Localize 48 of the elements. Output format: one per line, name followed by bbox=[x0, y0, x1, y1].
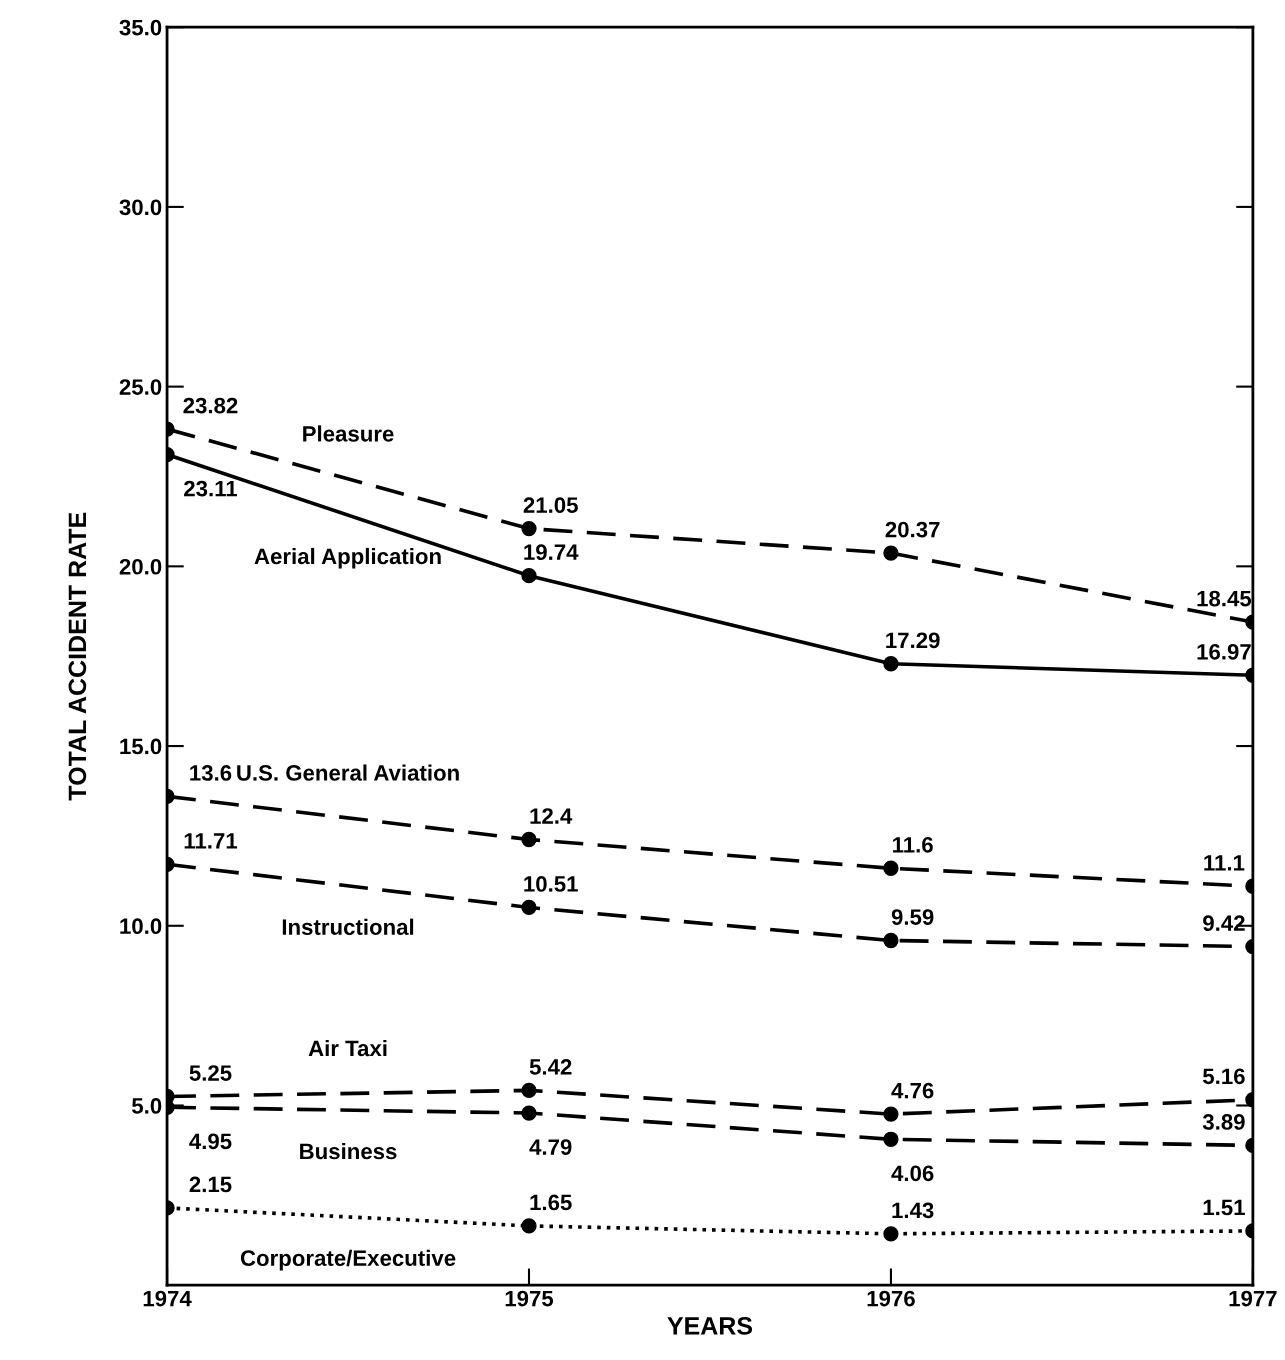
series-label: Instructional bbox=[282, 918, 414, 935]
x-tick-label: 1974 bbox=[143, 1290, 192, 1307]
data-label: 19.74 bbox=[524, 544, 579, 561]
data-label: 9.59 bbox=[891, 909, 934, 925]
x-tick-label: 1976 bbox=[867, 1290, 915, 1307]
x-tick-label: 1975 bbox=[505, 1290, 554, 1307]
data-label: 1.65 bbox=[530, 1194, 572, 1211]
x-axis-title: YEARS bbox=[667, 1316, 753, 1335]
series-label: Pleasure bbox=[303, 425, 394, 442]
data-label: 5.16 bbox=[1202, 1068, 1245, 1085]
series-label: Business bbox=[300, 1142, 397, 1160]
y-tick-label: 10.0 bbox=[120, 918, 162, 935]
data-label: 1.43 bbox=[892, 1202, 934, 1219]
data-label: 4.06 bbox=[891, 1165, 934, 1182]
data-label: 11.1 bbox=[1204, 855, 1245, 871]
y-tick-label: 35.0 bbox=[119, 19, 162, 36]
data-label: 23.11 bbox=[184, 480, 238, 497]
data-label: 5.42 bbox=[529, 1059, 572, 1075]
y-tick-label: 5.0 bbox=[131, 1098, 162, 1114]
data-label: 2.15 bbox=[189, 1176, 232, 1193]
series-label: Air Taxi bbox=[308, 1039, 387, 1057]
y-tick-label: 20.0 bbox=[119, 558, 162, 575]
y-axis-title: TOTAL ACCIDENT RATE bbox=[68, 512, 87, 801]
y-tick-label: 15.0 bbox=[120, 738, 162, 755]
data-label: 9.42 bbox=[1203, 915, 1245, 932]
x-tick-label: 1977 bbox=[1229, 1290, 1277, 1307]
data-label: 21.05 bbox=[523, 497, 578, 513]
data-label: 11.71 bbox=[184, 833, 238, 849]
data-label: 10.51 bbox=[524, 876, 578, 892]
data-label: 1.51 bbox=[1203, 1199, 1245, 1216]
data-label: 3.89 bbox=[1202, 1114, 1245, 1130]
data-label: 23.82 bbox=[183, 397, 238, 414]
data-label: 11.6 bbox=[893, 836, 933, 853]
data-label: 13.6 bbox=[190, 765, 232, 781]
data-label: 18.45 bbox=[1197, 590, 1252, 607]
data-label: 12.4 bbox=[530, 808, 573, 824]
y-tick-label: 30.0 bbox=[119, 199, 162, 216]
data-label: 20.37 bbox=[885, 521, 940, 538]
y-tick-label: 25.0 bbox=[119, 379, 162, 395]
series-label: U.S. General Aviation bbox=[237, 764, 459, 781]
data-label: 5.25 bbox=[189, 1065, 232, 1081]
data-label: 4.95 bbox=[189, 1133, 232, 1150]
data-label: 4.76 bbox=[891, 1082, 934, 1099]
data-label: 16.97 bbox=[1197, 643, 1251, 660]
series-label: Corporate/Executive bbox=[240, 1249, 456, 1271]
data-label: 17.29 bbox=[886, 632, 940, 649]
series-label: Aerial Application bbox=[254, 547, 441, 569]
data-label: 4.79 bbox=[529, 1139, 572, 1155]
